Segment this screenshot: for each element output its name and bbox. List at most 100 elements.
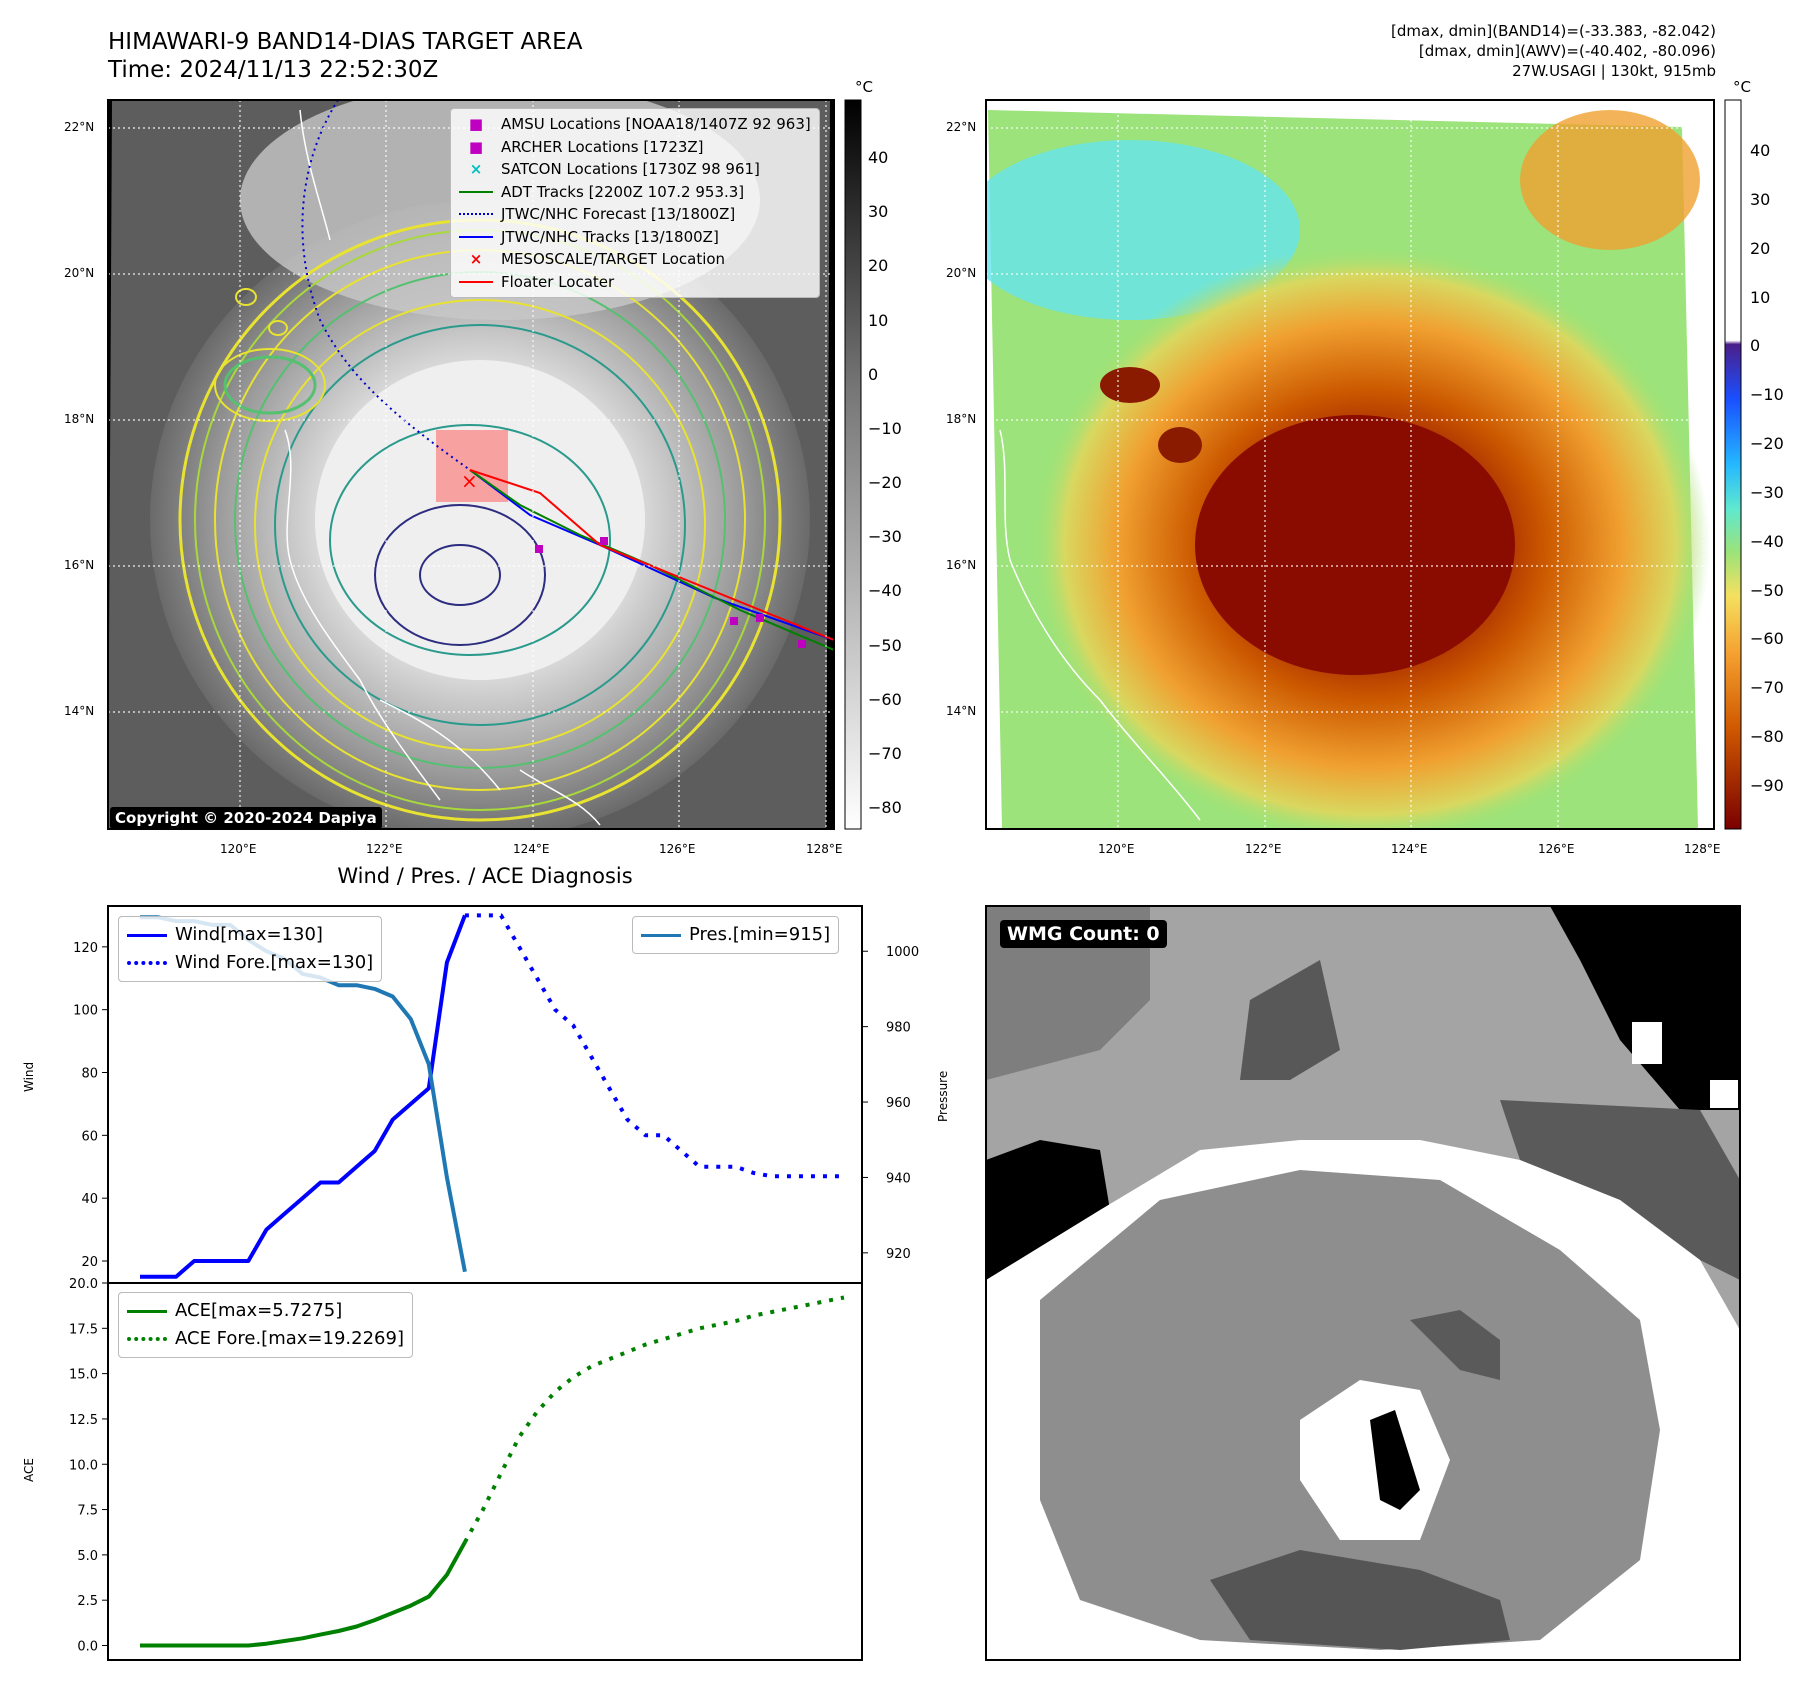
awv-colorbar-tick: −10 <box>1750 385 1784 405</box>
ir-lon-tick-126: 126°E <box>659 842 696 856</box>
diagnosis-title: Wind / Pres. / ACE Diagnosis <box>337 864 633 888</box>
legend-ace-fore-label: ACE Fore.[max=19.2269] <box>175 1328 404 1349</box>
awv-lat-tick-16: 16°N <box>946 558 977 572</box>
info-storm: 27W.USAGI | 130kt, 915mb <box>1512 62 1716 80</box>
legend-floater-label: Floater Locater <box>501 272 615 291</box>
gray-colorbar-unit: °C <box>855 78 873 96</box>
legend-jtwc-tracks-label: JTWC/NHC Tracks [13/1800Z] <box>501 227 719 246</box>
legend-adt-label: ADT Tracks [2200Z 107.2 953.3] <box>501 182 745 201</box>
awv-colorbar-tick: 30 <box>1750 189 1771 209</box>
legend-jtwc-forecast-swatch <box>459 213 493 216</box>
awv-colorbar-tick: −50 <box>1750 580 1784 600</box>
legend-pres-label: Pres.[min=915] <box>689 924 831 945</box>
legend-ace: ACE[max=5.7275] <box>127 1297 404 1325</box>
awv-lon-tick-128: 128°E <box>1684 842 1721 856</box>
legend-archer-swatch: ■ <box>468 137 484 156</box>
gray-colorbar-tick: −80 <box>868 798 902 817</box>
ir-lat-tick-16: 16°N <box>64 558 95 572</box>
awv-colorbar-unit: °C <box>1733 78 1751 96</box>
legend-floater: Floater Locater <box>459 271 811 294</box>
legend-wind-swatch <box>127 933 167 937</box>
legend-wind: Wind[max=130] <box>127 921 373 949</box>
legend-mesoscale-swatch: × <box>469 250 483 269</box>
gray-colorbar <box>844 99 862 830</box>
gray-colorbar-tick: 40 <box>868 148 889 167</box>
awv-lat-tick-22: 22°N <box>946 120 977 134</box>
awv-colorbar-tick: 0 <box>1750 336 1761 356</box>
ir-lon-tick-120: 120°E <box>220 842 257 856</box>
ir-lon-tick-124: 124°E <box>513 842 550 856</box>
awv-lat-tick-14: 14°N <box>946 704 977 718</box>
awv-colorbar-tick: −30 <box>1750 482 1784 502</box>
ace-legend: ACE[max=5.7275] ACE Fore.[max=19.2269] <box>118 1292 413 1358</box>
gray-colorbar-tick: −40 <box>868 581 902 601</box>
wind-ytick-label: 40 <box>81 1192 98 1207</box>
ir-lat-tick-18: 18°N <box>64 412 95 426</box>
legend-wind-fore: Wind Fore.[max=130] <box>127 949 373 977</box>
gray-colorbar-tick: 30 <box>868 202 889 222</box>
awv-colorbar-tick: −70 <box>1750 678 1784 698</box>
gray-colorbar-tick: −30 <box>868 527 902 547</box>
ace-ytick-label: 7.5 <box>77 1504 98 1519</box>
figure-title: HIMAWARI-9 BAND14-DIAS TARGET AREA <box>108 29 583 55</box>
awv-lat-tick-18: 18°N <box>946 412 977 426</box>
copyright-badge: Copyright © 2020-2024 Dapiya <box>110 807 382 829</box>
ace-series-line-1 <box>463 1295 845 1544</box>
ace-ytick-label: 10.0 <box>69 1458 98 1473</box>
pressure-ytick-label: 960 <box>886 1096 911 1111</box>
awv-lon-tick-126: 126°E <box>1538 842 1575 856</box>
wmg-count-badge: WMG Count: 0 <box>1000 920 1167 948</box>
pressure-ytick-label: 980 <box>886 1021 911 1036</box>
ace-ytick-label: 5.0 <box>77 1549 98 1564</box>
wind-ytick-label: 60 <box>81 1129 98 1144</box>
figure-time: Time: 2024/11/13 22:52:30Z <box>108 57 439 83</box>
wind-ytick-label: 20 <box>81 1255 98 1270</box>
legend-jtwc-tracks-swatch <box>459 235 493 238</box>
ace-ytick-label: 20.0 <box>69 1277 98 1292</box>
ace-series-line-0 <box>140 1541 467 1648</box>
gray-colorbar-tick: −50 <box>868 635 902 655</box>
info-band14: [dmax, dmin](BAND14)=(-33.383, -82.042) <box>1391 22 1716 40</box>
info-awv: [dmax, dmin](AWV)=(-40.402, -80.096) <box>1418 42 1716 60</box>
ir-lat-tick-20: 20°N <box>64 266 95 280</box>
gray-colorbar-tick: −20 <box>868 473 902 492</box>
legend-wind-fore-label: Wind Fore.[max=130] <box>175 952 374 973</box>
ace-ylabel: ACE <box>22 1458 36 1482</box>
legend-amsu-label: AMSU Locations [NOAA18/1407Z 92 963] <box>501 115 811 133</box>
wind-ytick-label: 100 <box>73 1004 98 1019</box>
legend-adt-swatch <box>459 190 493 193</box>
legend-pres: Pres.[min=915] <box>641 921 830 949</box>
pressure-ytick-label: 940 <box>886 1171 911 1186</box>
legend-floater-swatch <box>459 280 493 283</box>
series-line-0 <box>140 914 467 1279</box>
legend-satcon-swatch: × <box>469 160 483 179</box>
ir-lat-tick-22: 22°N <box>64 120 95 134</box>
pressure-ylabel: Pressure <box>936 1070 950 1122</box>
legend-amsu: ■ AMSU Locations [NOAA18/1407Z 92 963] <box>459 113 811 136</box>
awv-colorbar-tick: −80 <box>1750 727 1784 747</box>
awv-colorbar-tick: −60 <box>1750 629 1784 649</box>
ir-lon-tick-122: 122°E <box>366 842 403 856</box>
awv-colorbar-tick: 40 <box>1750 141 1771 160</box>
legend-mesoscale: × MESOSCALE/TARGET Location <box>459 248 811 271</box>
gray-colorbar-tick: −60 <box>868 689 902 709</box>
legend-adt: ADT Tracks [2200Z 107.2 953.3] <box>459 181 811 204</box>
pressure-ytick-label: 1000 <box>886 945 919 960</box>
legend-jtwc-tracks: JTWC/NHC Tracks [13/1800Z] <box>459 226 811 249</box>
legend-amsu-swatch: ■ <box>468 115 484 134</box>
wind-ytick-label: 80 <box>81 1067 98 1082</box>
ace-ytick-label: 2.5 <box>77 1594 98 1609</box>
legend-satcon: × SATCON Locations [1730Z 98 961] <box>459 158 811 181</box>
awv-image <box>986 100 1714 829</box>
ace-ytick-label: 12.5 <box>69 1413 98 1428</box>
legend-pres-swatch <box>641 933 681 937</box>
ir-lat-tick-14: 14°N <box>64 704 95 718</box>
awv-lon-tick-120: 120°E <box>1098 842 1135 856</box>
legend-satcon-label: SATCON Locations [1730Z 98 961] <box>501 160 760 178</box>
svg-text:×: × <box>461 469 478 493</box>
awv-lat-tick-20: 20°N <box>946 266 977 280</box>
wind-ylabel: Wind <box>22 1061 36 1092</box>
wind-ytick-label: 120 <box>73 941 98 956</box>
awv-lon-tick-124: 124°E <box>1391 842 1428 856</box>
